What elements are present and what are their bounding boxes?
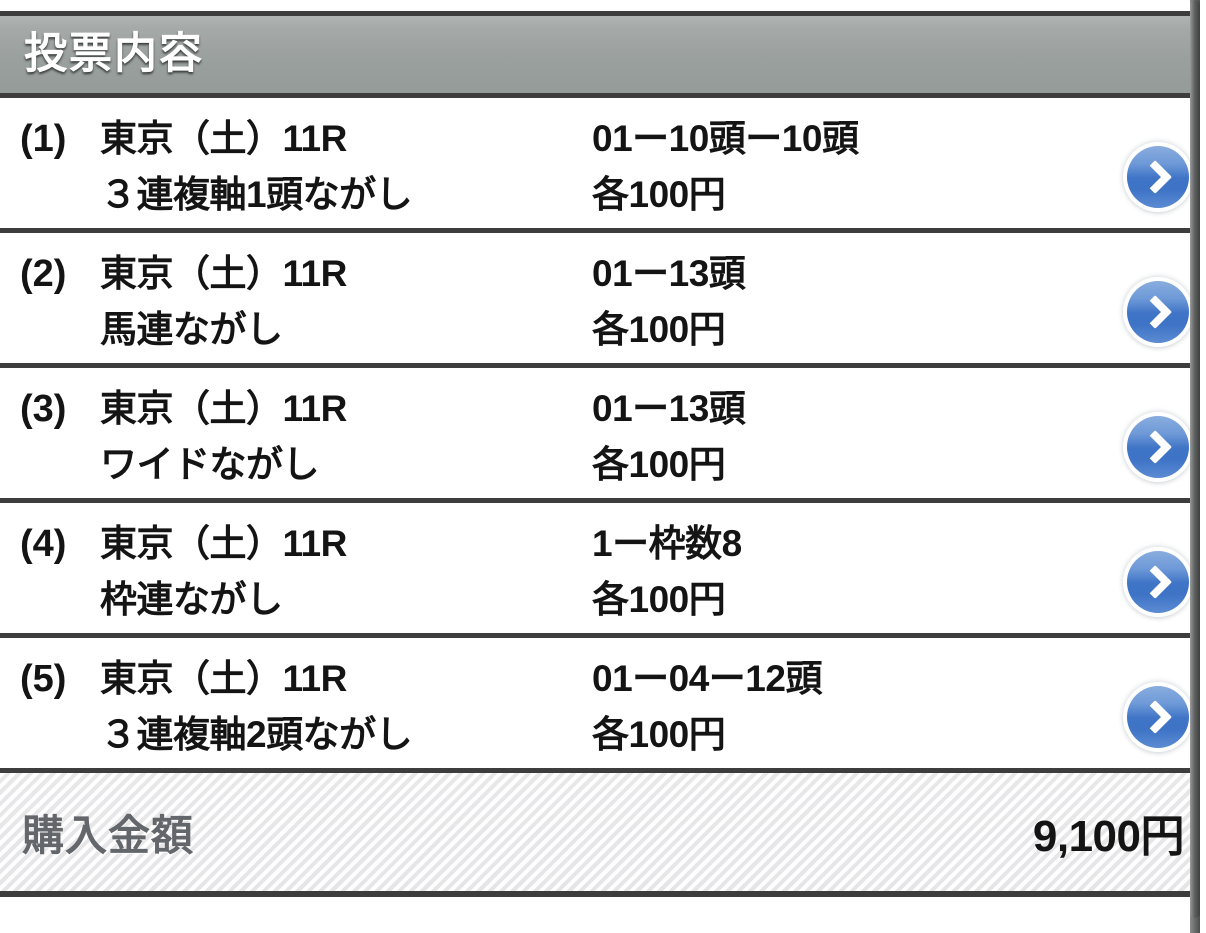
chevron-right-icon[interactable] bbox=[1127, 416, 1189, 478]
bet-arrow-cell bbox=[1110, 532, 1206, 632]
bet-unit-amount: 各100円 bbox=[592, 309, 726, 350]
table-row[interactable]: (2) 東京（土）11R 馬連ながし 01ー13頭 各100円 bbox=[0, 233, 1206, 368]
bet-type: 馬連ながし bbox=[100, 309, 283, 350]
table-row[interactable]: (3) 東京（土）11R ワイドながし 01ー13頭 各100円 bbox=[0, 368, 1206, 503]
chevron-right-icon[interactable] bbox=[1127, 551, 1189, 613]
table-row[interactable]: (1) 東京（土）11R ３連複軸1頭ながし 01ー10頭ー10頭 各100円 bbox=[0, 98, 1206, 233]
chevron-right-icon[interactable] bbox=[1127, 146, 1189, 208]
top-gutter bbox=[0, 0, 1206, 11]
chevron-glyph bbox=[1138, 565, 1173, 599]
table-row[interactable]: (4) 東京（土）11R 枠連ながし 1ー枠数8 各100円 bbox=[0, 503, 1206, 638]
bet-amounts: 01ー13頭 各100円 bbox=[590, 246, 1110, 358]
bet-race: 東京（土）11R bbox=[100, 388, 347, 429]
bet-type: ３連複軸1頭ながし bbox=[100, 174, 413, 215]
bet-amounts: 01ー10頭ー10頭 各100円 bbox=[590, 111, 1110, 223]
bet-race: 東京（土）11R bbox=[100, 658, 347, 699]
bet-type: ３連複軸2頭ながし bbox=[100, 714, 413, 755]
bet-type: 枠連ながし bbox=[100, 579, 283, 620]
section-header: 投票内容 bbox=[0, 11, 1206, 98]
bet-amounts: 1ー枠数8 各100円 bbox=[590, 516, 1110, 628]
bet-index: (4) bbox=[20, 523, 67, 565]
bet-index: (1) bbox=[20, 118, 67, 160]
bet-type: ワイドながし bbox=[100, 444, 320, 485]
bet-arrow-cell bbox=[1110, 667, 1206, 767]
bet-unit-amount: 各100円 bbox=[592, 174, 726, 215]
total-amount-value: 9,100円 bbox=[1032, 812, 1185, 861]
bet-selection: 01ー10頭ー10頭 bbox=[592, 118, 859, 159]
bet-detail: 東京（土）11R ワイドながし bbox=[100, 381, 590, 493]
chevron-glyph bbox=[1138, 295, 1173, 329]
bet-detail: 東京（土）11R 枠連ながし bbox=[100, 516, 590, 628]
bet-arrow-cell bbox=[1110, 127, 1206, 227]
bet-selection: 01ー04ー12頭 bbox=[592, 658, 822, 699]
chevron-glyph bbox=[1138, 700, 1173, 734]
chevron-right-icon[interactable] bbox=[1127, 281, 1189, 343]
bet-selection: 1ー枠数8 bbox=[592, 523, 742, 564]
page-title: 投票内容 bbox=[24, 30, 204, 78]
bet-selection: 01ー13頭 bbox=[592, 388, 746, 429]
bet-amounts: 01ー13頭 各100円 bbox=[590, 381, 1110, 493]
bet-amounts: 01ー04ー12頭 各100円 bbox=[590, 651, 1110, 763]
bet-race: 東京（土）11R bbox=[100, 253, 347, 294]
bet-index: (3) bbox=[20, 388, 67, 430]
bet-index: (2) bbox=[20, 253, 67, 295]
chevron-right-icon[interactable] bbox=[1127, 686, 1189, 748]
bottom-gutter bbox=[0, 897, 1206, 910]
bet-detail: 東京（土）11R ３連複軸2頭ながし bbox=[100, 651, 590, 763]
total-amount-bar: 購入金額 9,100円 bbox=[0, 773, 1206, 897]
bet-detail: 東京（土）11R 馬連ながし bbox=[100, 246, 590, 358]
bet-race: 東京（土）11R bbox=[100, 118, 347, 159]
table-row[interactable]: (5) 東京（土）11R ３連複軸2頭ながし 01ー04ー12頭 各100円 bbox=[0, 638, 1206, 773]
bet-index: (5) bbox=[20, 658, 67, 700]
bet-detail: 東京（土）11R ３連複軸1頭ながし bbox=[100, 111, 590, 223]
bet-arrow-cell bbox=[1110, 397, 1206, 497]
bet-race: 東京（土）11R bbox=[100, 523, 347, 564]
bet-unit-amount: 各100円 bbox=[592, 579, 726, 620]
bet-list: (1) 東京（土）11R ３連複軸1頭ながし 01ー10頭ー10頭 各100円 … bbox=[0, 98, 1206, 773]
vote-content-panel: 投票内容 (1) 東京（土）11R ３連複軸1頭ながし 01ー10頭ー10頭 各… bbox=[0, 11, 1206, 897]
bet-selection: 01ー13頭 bbox=[592, 253, 746, 294]
chevron-glyph bbox=[1138, 160, 1173, 194]
bet-arrow-cell bbox=[1110, 262, 1206, 362]
bet-unit-amount: 各100円 bbox=[592, 444, 726, 485]
total-amount-label: 購入金額 bbox=[22, 811, 195, 859]
bet-unit-amount: 各100円 bbox=[592, 714, 726, 755]
chevron-glyph bbox=[1138, 430, 1173, 464]
